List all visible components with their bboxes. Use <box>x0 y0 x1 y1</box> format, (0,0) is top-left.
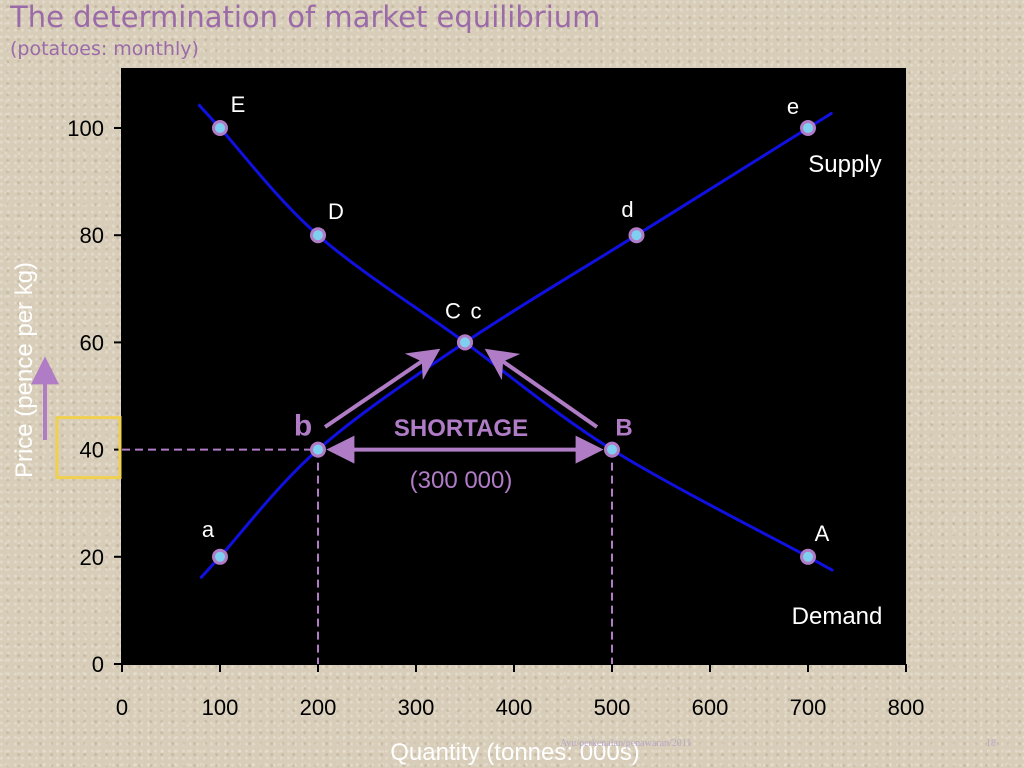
y-tick-label: 40 <box>80 438 104 463</box>
page-number: 18 <box>986 738 996 749</box>
price-highlight-box <box>55 416 122 480</box>
supply-point-label: e <box>787 94 799 119</box>
supply-point-label: d <box>621 197 633 222</box>
supply-point-e <box>800 120 816 136</box>
arrow-to-equilibrium-left <box>323 348 441 429</box>
supply-point-d <box>628 227 645 244</box>
x-tick-label: 0 <box>116 695 128 720</box>
supply-point-b <box>310 441 326 458</box>
supply-point-a <box>212 548 228 565</box>
y-tick-label: 80 <box>80 223 104 248</box>
x-tick-label: 800 <box>888 695 925 720</box>
supply-point-label: b <box>294 410 312 443</box>
demand-point-label: C <box>445 298 461 323</box>
slide-footer: Ayu/perkenalan/penawaran/2011 <box>560 738 692 749</box>
x-tick-label: 600 <box>692 695 729 720</box>
slide-subtitle: (potatoes: monthly) <box>10 38 199 60</box>
x-tick-label: 200 <box>300 695 337 720</box>
demand-point-label: E <box>231 92 246 117</box>
supply-point-label: a <box>202 517 215 542</box>
demand-point-a <box>800 548 816 565</box>
x-tick-label: 500 <box>594 695 631 720</box>
plot-area <box>122 68 906 664</box>
y-tick-label: 20 <box>80 545 104 570</box>
x-tick-label: 100 <box>202 695 239 720</box>
x-axis-title: Quantity (tonnes: 000s) <box>390 739 639 766</box>
shortage-label: SHORTAGE <box>394 415 528 442</box>
x-tick-label: 300 <box>398 695 435 720</box>
slide-title: The determination of market equilibrium <box>10 0 601 34</box>
y-tick-label: 0 <box>92 652 104 677</box>
supply-curve-label: Supply <box>808 151 881 178</box>
demand-point-label: A <box>815 521 830 546</box>
x-tick-label: 400 <box>496 695 533 720</box>
demand-point-e <box>212 120 228 136</box>
shortage-amount: (300 000) <box>410 467 513 494</box>
supply-point-c <box>457 334 473 351</box>
demand-point-d <box>310 227 326 244</box>
demand-point-label: D <box>328 199 344 224</box>
y-axis-title: Price (pence per kg) <box>11 262 38 478</box>
arrow-to-equilibrium-right <box>484 348 599 429</box>
y-tick-label: 100 <box>67 116 104 141</box>
x-tick-label: 700 <box>790 695 827 720</box>
demand-curve-label: Demand <box>792 603 883 630</box>
supply-point-label: c <box>471 298 482 323</box>
demand-point-b <box>604 441 620 458</box>
demand-point-label: B <box>615 415 632 442</box>
y-tick-label: 60 <box>80 330 104 355</box>
